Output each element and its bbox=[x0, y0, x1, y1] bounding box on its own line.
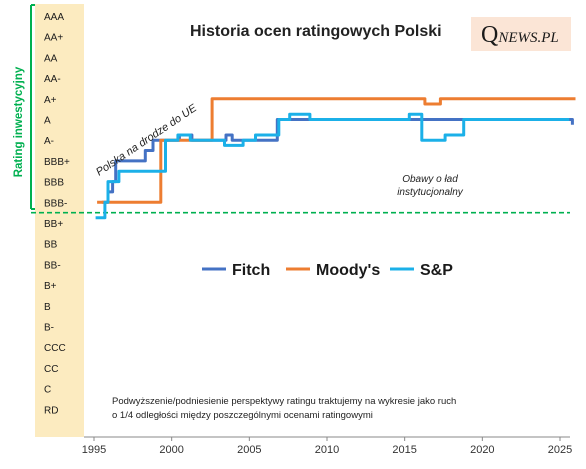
x-tick-label: 2015 bbox=[392, 444, 416, 456]
rating-label: RD bbox=[44, 405, 58, 416]
legend: Fitch Moody's S&P bbox=[202, 262, 453, 279]
legend-label: Fitch bbox=[232, 262, 270, 279]
rating-label: AAA bbox=[44, 12, 64, 23]
rating-label: BBB+ bbox=[44, 157, 70, 168]
series-line-sp bbox=[95, 112, 570, 220]
rating-label: A+ bbox=[44, 95, 57, 106]
chart-title: Historia ocen ratingowych Polski bbox=[190, 23, 442, 40]
investment-grade-bracket bbox=[30, 4, 35, 210]
brand-logo-box bbox=[471, 17, 571, 51]
rating-label: B- bbox=[44, 323, 54, 334]
x-tick-label: 2010 bbox=[315, 444, 339, 456]
x-tick-label: 2000 bbox=[159, 444, 183, 456]
annotation-concerns-line1: Obawy o ład bbox=[402, 174, 458, 185]
brand-logo-rest: NEWS.PL bbox=[497, 30, 558, 46]
annotation-concerns-line2: instytucjonalny bbox=[397, 187, 464, 198]
footnote-line2: o 1/4 odległości między poszczególnymi o… bbox=[112, 410, 373, 421]
rating-label: BBB- bbox=[44, 198, 67, 209]
footnote-line1: Podwyższenie/podniesienie perspektywy ra… bbox=[112, 396, 456, 407]
rating-label: A- bbox=[44, 136, 54, 147]
x-tick-label: 1995 bbox=[82, 444, 106, 456]
rating-label: CC bbox=[44, 364, 58, 375]
rating-label: AA- bbox=[44, 74, 61, 85]
rating-label: B+ bbox=[44, 281, 57, 292]
x-tick-label: 2020 bbox=[470, 444, 494, 456]
legend-label: S&P bbox=[420, 262, 453, 279]
rating-label: BB+ bbox=[44, 219, 63, 230]
investment-grade-label: Rating inwestycyjny bbox=[13, 66, 25, 177]
rating-label: BB bbox=[44, 240, 58, 251]
x-tick-label: 2005 bbox=[237, 444, 261, 456]
rating-axis-band bbox=[35, 4, 84, 437]
rating-label: BBB bbox=[44, 178, 64, 189]
x-axis: 1995 2000 2005 2010 2015 2020 2025 bbox=[82, 436, 572, 456]
rating-label: AA bbox=[44, 53, 58, 64]
rating-label: C bbox=[44, 385, 51, 396]
rating-label: AA+ bbox=[44, 33, 63, 44]
brand-logo-q: Q bbox=[481, 22, 498, 48]
brand-logo: QNEWS.PL bbox=[481, 22, 559, 48]
legend-label: Moody's bbox=[316, 262, 380, 279]
rating-label: CCC bbox=[44, 343, 66, 354]
rating-label: A bbox=[44, 116, 51, 127]
rating-label: B bbox=[44, 302, 51, 313]
x-tick-label: 2025 bbox=[548, 444, 572, 456]
rating-label: BB- bbox=[44, 260, 61, 271]
